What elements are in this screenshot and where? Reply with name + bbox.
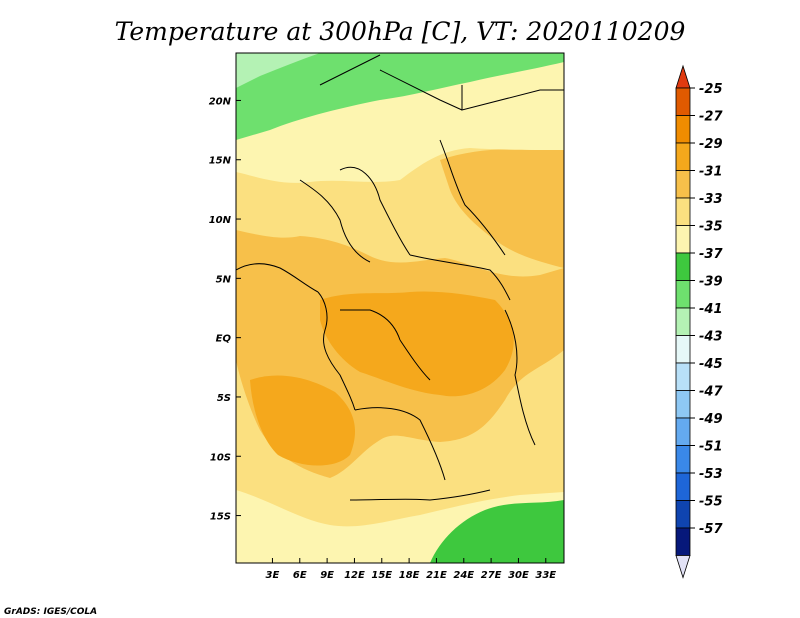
colorbar: -25 -27 -29 -31 -33 -35 -37 -39 -41 -43 -45 -47 -49 -… bbox=[675, 64, 723, 579]
colorbar-swatch bbox=[675, 472, 691, 501]
colorbar-label: -27 bbox=[699, 110, 723, 125]
temperature-field bbox=[236, 53, 564, 563]
field-region-n37 bbox=[236, 53, 320, 88]
colorbar-swatch bbox=[675, 170, 691, 199]
colorbar-swatch bbox=[675, 115, 691, 144]
colorbar-swatch bbox=[675, 445, 691, 474]
y-tick-label: 20N bbox=[209, 96, 232, 107]
colorbar-label: -45 bbox=[699, 357, 723, 372]
y-tick-label: 15S bbox=[210, 512, 231, 523]
x-tick-label: 24E bbox=[453, 570, 474, 581]
x-tick-label: 18E bbox=[399, 570, 420, 581]
x-tick-label: 12E bbox=[344, 570, 365, 581]
colorbar-swatch bbox=[675, 335, 691, 364]
y-tick-label: EQ bbox=[216, 334, 232, 345]
colorbar-label: -33 bbox=[699, 192, 723, 207]
colorbar-label: -47 bbox=[699, 385, 723, 400]
field-region-c29 bbox=[320, 291, 514, 397]
colorbar-label: -43 bbox=[699, 330, 723, 345]
country-borders bbox=[236, 54, 564, 501]
colorbar-swatch bbox=[675, 362, 691, 391]
field-region-sw29 bbox=[250, 375, 355, 466]
chart-title: Temperature at 300hPa [C], VT: 202011020… bbox=[115, 17, 686, 46]
colorbar-label: -49 bbox=[699, 412, 723, 427]
colorbar-label: -29 bbox=[699, 137, 723, 152]
colorbar-swatch bbox=[675, 142, 691, 171]
colorbar-swatch bbox=[675, 197, 691, 226]
x-tick-label: 9E bbox=[320, 570, 334, 581]
colorbar-label: -41 bbox=[699, 302, 723, 317]
colorbar-swatch bbox=[675, 252, 691, 281]
colorbar-swatch bbox=[675, 527, 691, 556]
map-frame bbox=[235, 52, 565, 564]
field-region-se35 bbox=[430, 500, 564, 563]
x-tick-label: 27E bbox=[481, 570, 502, 581]
y-tick-label: 10N bbox=[209, 215, 232, 226]
colorbar-label: -37 bbox=[699, 247, 723, 262]
x-tick-label: 6E bbox=[293, 570, 307, 581]
colorbar-swatch bbox=[675, 417, 691, 446]
y-tick-label: 15N bbox=[209, 156, 232, 167]
colorbar-swatch bbox=[675, 307, 691, 336]
y-tick-label: 5S bbox=[217, 393, 231, 404]
colorbar-bottom-arrow bbox=[675, 555, 691, 579]
x-tick-label: 3E bbox=[266, 570, 280, 581]
colorbar-label: -25 bbox=[699, 82, 723, 97]
colorbar-swatch bbox=[675, 500, 691, 529]
colorbar-label: -55 bbox=[699, 495, 723, 510]
x-tick-label: 15E bbox=[371, 570, 392, 581]
y-axis-ticks: 20N 15N 10N 5N EQ 5S 10S 15S bbox=[209, 96, 241, 523]
x-tick-label: 33E bbox=[535, 570, 556, 581]
colorbar-swatch bbox=[675, 280, 691, 309]
colorbar-top-arrow bbox=[675, 64, 691, 89]
grads-credit: GrADS: IGES/COLA bbox=[4, 607, 97, 617]
colorbar-swatch bbox=[675, 87, 691, 116]
colorbar-swatch bbox=[675, 390, 691, 419]
y-tick-label: 10S bbox=[210, 452, 231, 463]
colorbar-label: -57 bbox=[699, 522, 723, 537]
colorbar-label: -53 bbox=[699, 467, 723, 482]
colorbar-label: -35 bbox=[699, 220, 723, 235]
y-tick-label: 5N bbox=[216, 274, 232, 285]
colorbar-swatch bbox=[675, 225, 691, 254]
colorbar-label: -51 bbox=[699, 440, 723, 455]
colorbar-label: -39 bbox=[699, 275, 723, 290]
field-region-n35 bbox=[236, 53, 564, 140]
x-axis-ticks: 3E 6E 9E 12E 15E 18E 21E 24E 27E 30E 33E bbox=[266, 558, 556, 581]
x-tick-label: 30E bbox=[508, 570, 529, 581]
field-region-e29 bbox=[440, 149, 564, 268]
x-tick-label: 21E bbox=[426, 570, 447, 581]
colorbar-label: -31 bbox=[699, 165, 723, 180]
